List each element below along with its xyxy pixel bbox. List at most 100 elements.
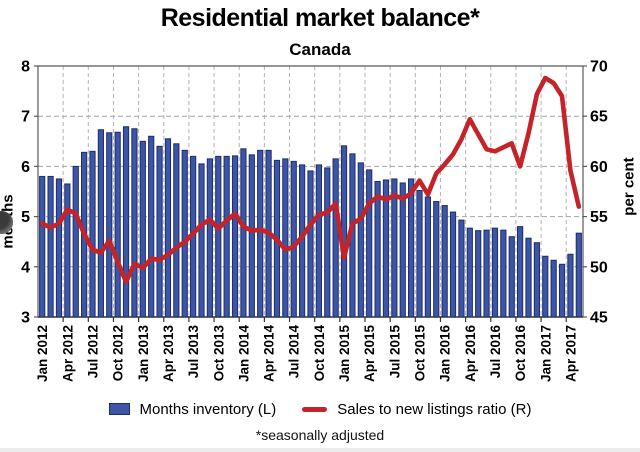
- right-axis-title: per cent: [620, 157, 638, 216]
- bar: [408, 178, 415, 318]
- bar: [550, 259, 557, 318]
- right-axis-tick-label: 70: [590, 59, 608, 76]
- bar: [475, 230, 482, 318]
- bar: [198, 163, 205, 318]
- x-axis-tick-label: Jul 2015: [387, 325, 402, 379]
- x-axis-tick-label: Jan 2017: [538, 325, 553, 382]
- left-axis-tick-label: 7: [21, 109, 30, 126]
- bar: [391, 178, 398, 318]
- bar: [366, 169, 373, 318]
- x-axis-tick-label: Oct 2013: [211, 325, 226, 382]
- bar: [231, 155, 239, 318]
- bar: [558, 263, 566, 318]
- legend-label-months-inventory: Months inventory (L): [139, 400, 277, 418]
- bar: [55, 178, 63, 318]
- right-axis-tick-label: 45: [590, 310, 608, 327]
- bar: [315, 164, 322, 318]
- bar: [307, 170, 314, 318]
- right-axis-tick-label: 50: [590, 259, 608, 276]
- x-axis-tick-label: Jan 2013: [136, 325, 151, 383]
- bar: [72, 165, 79, 318]
- x-axis-tick-label: Jan 2014: [236, 325, 251, 383]
- bar: [382, 179, 390, 318]
- left-axis-tick-label: 5: [21, 209, 30, 226]
- dark-circle-decoration: [0, 211, 13, 234]
- bar: [240, 148, 247, 318]
- x-axis-tick-label: Jan 2015: [337, 325, 352, 383]
- x-axis-tick-label: Jan 2016: [438, 325, 453, 383]
- x-axis-tick-label: Apr 2013: [161, 325, 176, 383]
- x-axis-tick-label: Oct 2015: [413, 325, 428, 382]
- x-axis-tick-label: Apr 2015: [362, 325, 377, 383]
- left-axis-tick-label: 8: [21, 59, 30, 76]
- bar: [215, 155, 222, 318]
- bar: [424, 196, 431, 318]
- legend: Months inventory (L) Sales to new listin…: [0, 398, 640, 420]
- right-axis-tick-label: 65: [590, 109, 608, 126]
- bar: [399, 182, 406, 318]
- left-axis-tick-label: 6: [21, 159, 30, 176]
- bar: [39, 175, 46, 318]
- bar: [282, 158, 289, 318]
- bar: [139, 140, 146, 318]
- bar: [131, 128, 138, 318]
- bar: [575, 232, 582, 318]
- line-swatch-icon: [302, 406, 328, 412]
- x-axis-tick-label: Apr 2012: [60, 325, 75, 382]
- bar: [248, 154, 255, 318]
- chart-title: Residential market balance*: [160, 4, 480, 32]
- legend-item-months-inventory: Months inventory (L): [108, 400, 277, 418]
- bar: [206, 158, 213, 318]
- x-axis-tick-label: Jul 2014: [287, 325, 302, 379]
- x-axis-tick-label: Apr 2016: [463, 325, 478, 383]
- bar: [173, 143, 180, 318]
- bar: [181, 149, 188, 318]
- x-axis-tick-label: Jul 2012: [86, 325, 101, 378]
- bar: [449, 211, 457, 318]
- bar: [491, 227, 499, 318]
- x-axis-tick-label: Jul 2016: [488, 325, 503, 379]
- bar: [64, 183, 71, 318]
- legend-label-sales-listings-ratio: Sales to new listings ratio (R): [337, 400, 532, 418]
- x-axis-tick-label: Oct 2014: [312, 325, 327, 382]
- bar: [332, 158, 339, 318]
- bottom-edge-strip: [0, 448, 640, 452]
- bar: [106, 132, 113, 318]
- left-axis-tick-label: 4: [21, 259, 30, 276]
- bar: [374, 180, 381, 318]
- bar: [416, 189, 423, 318]
- right-axis-tick-label: 55: [590, 209, 608, 226]
- bar: [458, 219, 465, 318]
- bar: [483, 229, 490, 318]
- bar: [114, 131, 121, 318]
- bar: [533, 242, 540, 318]
- left-axis-tick-label: 3: [21, 310, 30, 327]
- x-axis-tick-label: Jan 2012: [35, 325, 50, 382]
- bar: [441, 205, 448, 318]
- bar: [466, 227, 473, 318]
- legend-item-sales-listings-ratio: Sales to new listings ratio (R): [302, 401, 531, 418]
- x-axis-tick-label: Oct 2012: [111, 325, 126, 381]
- bar: [164, 138, 172, 318]
- x-axis-tick-label: Jul 2013: [186, 325, 201, 379]
- x-axis-tick-label: Apr 2017: [563, 325, 578, 382]
- bar: [47, 175, 54, 318]
- bar: [324, 167, 331, 318]
- bar: [257, 149, 264, 318]
- footnote: *seasonally adjusted: [255, 427, 385, 443]
- bar: [517, 226, 524, 318]
- chart-subtitle: Canada: [289, 40, 351, 59]
- right-axis-tick-label: 60: [590, 159, 608, 176]
- bar: [223, 155, 230, 318]
- bar: [500, 229, 507, 318]
- bar: [567, 253, 574, 318]
- x-axis-tick-label: Oct 2016: [513, 325, 528, 382]
- bar: [290, 160, 297, 318]
- bar: [357, 162, 364, 318]
- bar: [89, 150, 96, 318]
- bar: [156, 145, 163, 318]
- bar: [433, 201, 440, 318]
